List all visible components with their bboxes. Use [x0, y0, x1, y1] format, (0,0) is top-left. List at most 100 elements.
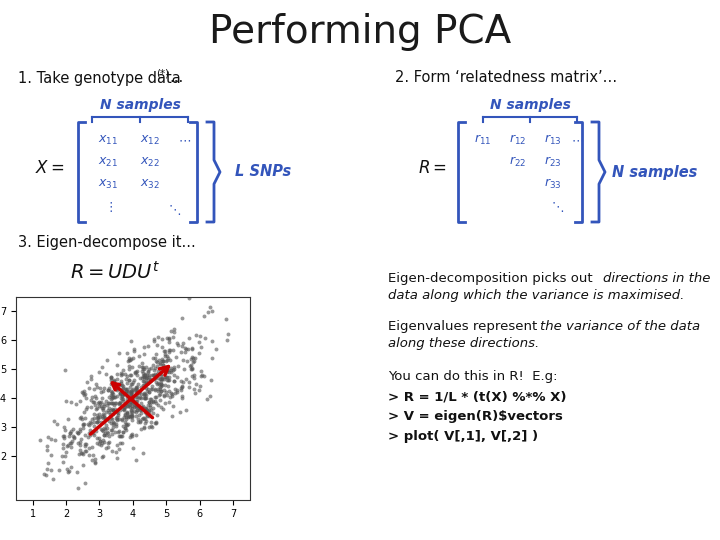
Point — [84, 443, 95, 452]
Point — [156, 380, 167, 389]
Point — [114, 432, 126, 441]
Point — [121, 396, 132, 404]
Point — [148, 361, 159, 369]
Point — [66, 437, 78, 445]
Point — [95, 398, 107, 407]
Point — [161, 356, 172, 365]
Point — [75, 437, 86, 446]
Point — [135, 418, 146, 427]
Point — [120, 387, 132, 396]
Point — [60, 397, 72, 406]
Point — [128, 402, 140, 411]
Point — [160, 373, 171, 382]
Point — [206, 307, 217, 316]
Point — [140, 384, 152, 393]
Point — [105, 406, 117, 415]
Point — [89, 422, 100, 430]
Point — [105, 373, 117, 382]
Point — [102, 415, 113, 423]
Point — [143, 397, 155, 406]
Point — [77, 421, 89, 430]
Point — [114, 445, 125, 454]
Point — [49, 436, 60, 445]
Point — [156, 380, 167, 389]
Point — [104, 376, 116, 384]
Point — [150, 350, 162, 359]
Point — [140, 377, 152, 386]
Point — [112, 375, 123, 384]
Point — [117, 428, 129, 436]
Point — [119, 410, 130, 419]
Point — [143, 379, 154, 387]
Point — [112, 428, 123, 436]
Point — [113, 427, 125, 435]
Point — [121, 409, 132, 417]
Point — [61, 442, 73, 450]
Point — [140, 417, 151, 426]
Point — [171, 386, 183, 394]
Point — [135, 394, 146, 402]
Point — [58, 422, 70, 431]
Point — [78, 420, 90, 428]
Point — [149, 393, 161, 401]
Point — [163, 338, 174, 346]
Point — [126, 370, 138, 379]
Point — [113, 399, 125, 407]
Point — [114, 389, 125, 397]
Point — [156, 335, 168, 343]
Point — [93, 368, 104, 377]
Point — [210, 345, 222, 354]
Point — [134, 406, 145, 414]
Point — [188, 370, 199, 379]
Point — [174, 408, 186, 416]
Point — [194, 332, 205, 340]
Point — [112, 454, 123, 463]
Point — [51, 420, 63, 428]
Point — [123, 376, 135, 384]
Point — [104, 399, 115, 408]
Point — [42, 458, 54, 467]
Point — [92, 413, 104, 421]
Point — [185, 361, 197, 369]
Point — [126, 410, 138, 419]
Point — [107, 406, 118, 414]
Point — [182, 345, 194, 354]
Point — [138, 370, 149, 379]
Point — [119, 402, 130, 411]
Point — [108, 406, 120, 414]
Point — [142, 371, 153, 380]
Point — [140, 370, 151, 379]
Point — [105, 414, 117, 423]
Point — [72, 429, 84, 437]
Point — [89, 392, 101, 401]
Point — [122, 390, 133, 399]
Point — [148, 371, 159, 380]
Point — [75, 435, 86, 443]
Point — [124, 412, 135, 421]
Point — [106, 430, 117, 438]
Point — [144, 401, 156, 409]
Point — [113, 431, 125, 440]
Point — [141, 387, 153, 396]
Text: the variance of the data: the variance of the data — [540, 320, 700, 333]
Point — [73, 450, 85, 458]
Point — [164, 393, 176, 401]
Point — [84, 383, 95, 392]
Point — [160, 367, 171, 376]
Point — [194, 382, 205, 390]
Point — [126, 406, 138, 415]
Point — [89, 455, 100, 463]
Point — [98, 410, 109, 419]
Point — [120, 420, 132, 429]
Point — [161, 376, 173, 384]
Point — [165, 366, 176, 374]
Point — [40, 471, 52, 480]
Point — [98, 413, 109, 421]
Point — [117, 381, 128, 389]
Point — [100, 421, 112, 430]
Point — [168, 325, 180, 333]
Point — [112, 410, 123, 419]
Point — [109, 428, 121, 437]
Text: $r_{13}$: $r_{13}$ — [544, 133, 562, 147]
Point — [76, 414, 88, 423]
